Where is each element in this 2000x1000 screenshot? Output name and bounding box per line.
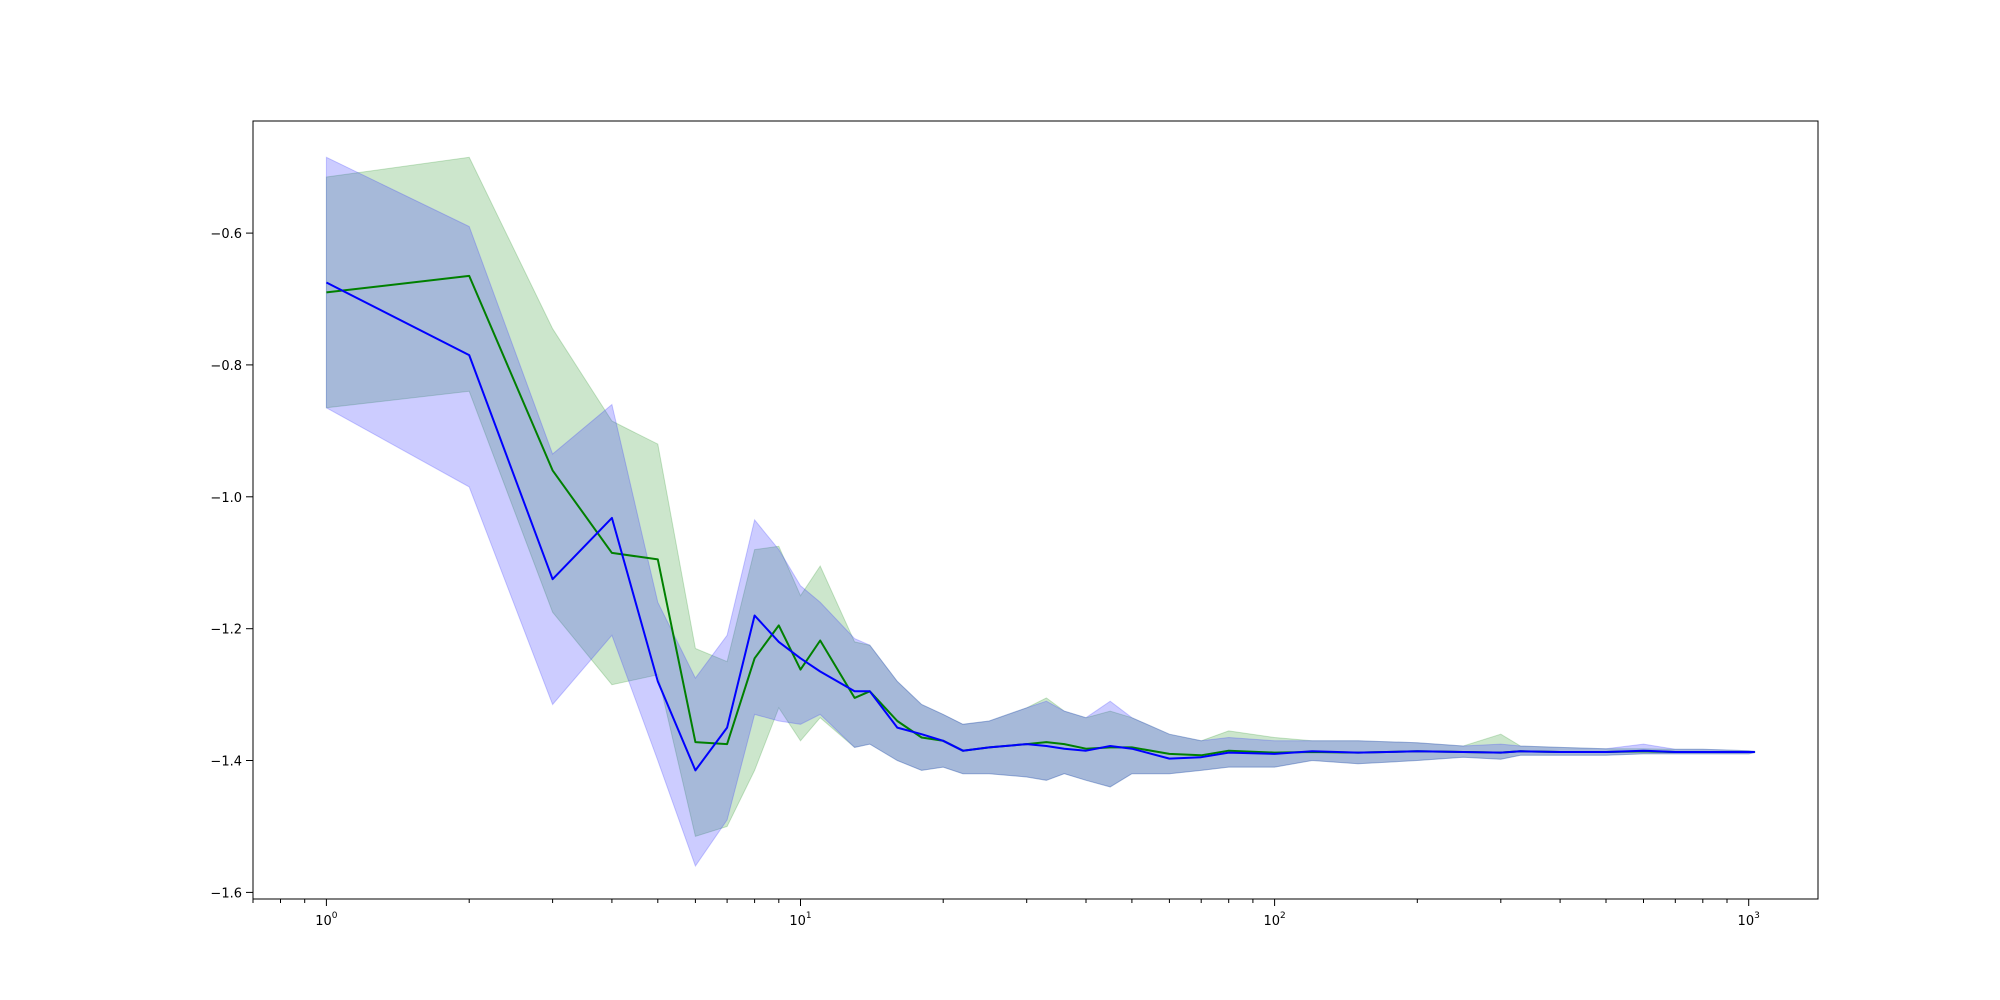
y-tick-label: −1.4: [210, 755, 242, 770]
y-tick-label: −1.0: [210, 491, 242, 506]
y-tick-label: −0.6: [210, 227, 242, 242]
series-lines: [325, 274, 1755, 772]
series-2-line: [325, 281, 1755, 772]
x-tick-label: 102: [1263, 911, 1285, 929]
plot-frame: [252, 120, 1819, 900]
y-tick-label: −1.6: [210, 886, 242, 901]
x-tick-label: 100: [315, 911, 338, 929]
y-tick-label: −0.8: [210, 359, 242, 374]
y-tick-label: −1.2: [210, 623, 242, 638]
x-tick-label: 101: [789, 911, 811, 929]
y-axis: −0.6 −0.8 −1.0 −1.2 −1.4 −1.6: [210, 227, 253, 901]
x-axis: 100 101 102 103: [252, 899, 1760, 929]
x-tick-label: 103: [1738, 911, 1760, 929]
